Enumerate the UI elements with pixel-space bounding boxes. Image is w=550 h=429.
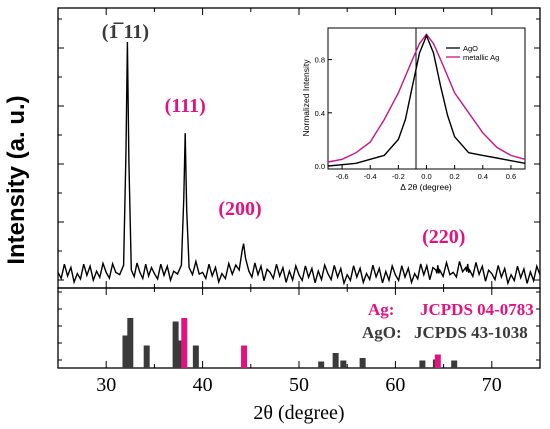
inset-plot-frame xyxy=(327,27,526,170)
x-tick-label: 40 xyxy=(193,374,213,396)
y-axis-label: Intensity (a. u.) xyxy=(3,95,30,264)
inset-legend: AgO metallic Ag xyxy=(446,44,499,62)
inset-y-axis-label: Normalized Intensity xyxy=(301,59,311,137)
inset-x-tick-label: 0.6 xyxy=(506,172,516,181)
inset-legend-ag-label: metallic Ag xyxy=(463,53,499,62)
main-y-ticks xyxy=(58,18,540,281)
ago-reference-bar xyxy=(318,361,325,368)
x-tick-label: 30 xyxy=(96,374,116,396)
xrd-pattern-line xyxy=(57,41,541,286)
legend-ag-ref: JCPDS 04-0783 xyxy=(420,300,534,319)
inset-x-tick-label: 0.2 xyxy=(449,172,459,181)
ago-reference-bar xyxy=(419,360,426,368)
ago-reference-bar xyxy=(127,318,134,368)
ago-reference-bar xyxy=(359,358,366,368)
inset-x-tick-label: 0.4 xyxy=(478,172,488,181)
ago-reference-bar xyxy=(172,321,179,368)
peak-annotations: (1̅ 11) (111) (200) (220) xyxy=(102,21,466,248)
inset-y-tick-label: 0.8 xyxy=(315,56,325,65)
ago-reference-bar xyxy=(332,353,339,368)
ag-reference-bar xyxy=(241,345,248,368)
x-tick-label: 50 xyxy=(289,374,309,396)
x-tick-label: 70 xyxy=(482,374,502,396)
ag-reference-bar xyxy=(181,318,188,368)
ago-reference-bar xyxy=(451,360,458,368)
inset-panel: -0.6 -0.4 -0.2 0.0 0.2 0.4 0.6 0.0 0.4 0.8 AgO m… xyxy=(301,27,526,192)
inset-x-tick-label: -0.4 xyxy=(364,172,377,181)
x-axis-ticks: 30 40 50 60 70 xyxy=(57,288,541,396)
inset-y-tick-label: 0.4 xyxy=(315,109,325,118)
inset-x-tick-label: 0.0 xyxy=(421,172,431,181)
reference-y-ticks xyxy=(58,291,540,361)
inset-legend-ago-label: AgO xyxy=(463,44,478,53)
x-axis-label: 2θ (degree) xyxy=(253,402,344,424)
legend-ago-name: AgO: xyxy=(362,323,402,342)
ago-reference-bar xyxy=(192,345,199,368)
x-tick-label: 60 xyxy=(385,374,405,396)
main-x-ticks xyxy=(57,8,541,288)
inset-x-ticks: -0.6 -0.4 -0.2 0.0 0.2 0.4 0.6 xyxy=(336,165,516,181)
ago-reference-bar xyxy=(340,360,347,368)
peak-label: (111) xyxy=(165,95,206,117)
reference-panel: 30 40 50 60 70 Ag: JCPDS 04-0783 AgO: JCPDS … xyxy=(57,287,541,424)
peak-label: (1̅ 11) xyxy=(102,21,149,43)
reference-bars xyxy=(122,318,458,368)
reference-legend: Ag: JCPDS 04-0783 AgO: JCPDS 43-1038 xyxy=(362,300,534,342)
ago-reference-bar xyxy=(143,345,150,368)
legend-ago-ref: JCPDS 43-1038 xyxy=(414,323,528,342)
peak-label: (220) xyxy=(422,226,465,248)
ag-reference-bar xyxy=(434,354,441,368)
inset-ago-line xyxy=(327,33,526,167)
inset-y-tick-label: 0.0 xyxy=(315,162,325,171)
legend-ag-name: Ag: xyxy=(368,300,394,319)
inset-x-tick-label: -0.2 xyxy=(392,172,405,181)
xrd-main-panel: (1̅ 11) (111) (200) (220) Intensity (a. u.) xyxy=(3,7,541,289)
peak-label: (200) xyxy=(218,198,261,220)
inset-x-tick-label: -0.6 xyxy=(336,172,349,181)
inset-x-axis-label: Δ 2θ (degree) xyxy=(400,182,452,192)
ago-reference-bar xyxy=(122,335,129,368)
